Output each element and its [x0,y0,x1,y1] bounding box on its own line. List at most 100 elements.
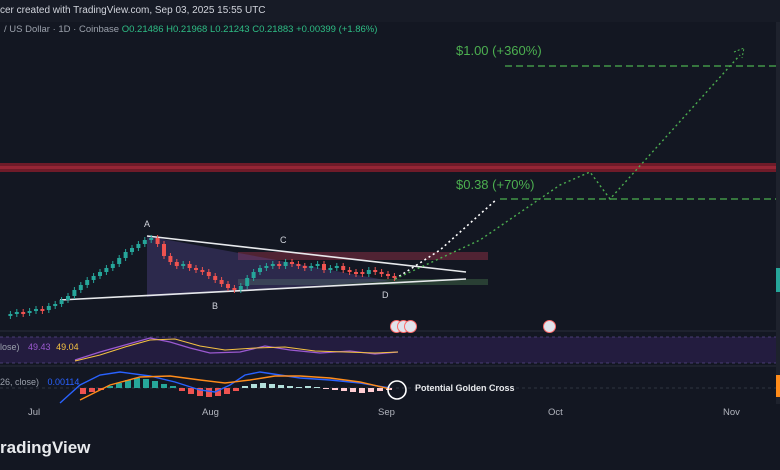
candle-body [34,309,38,311]
candle-body [72,290,77,296]
candle-body [322,264,326,270]
rsi-label[interactable]: lose) 49.43 49.04 [0,342,79,352]
candle-body [245,278,250,286]
change-value: +0.00399 (+1.86%) [296,24,378,35]
close-value: C0.21883 [252,24,294,35]
supply-zone [238,252,488,260]
candle-body [91,276,96,280]
candle-body [226,284,230,288]
candle-body [328,268,333,270]
candle-body [27,311,32,313]
macd-histogram-bar [350,388,356,392]
price-chart-canvas[interactable] [0,0,780,404]
macd-histogram-bar [332,388,338,390]
candle-body [296,264,301,266]
macd-histogram-bar [134,378,140,388]
macd-label[interactable]: 26, close) 0.00114 [0,377,79,387]
candle-body [386,274,390,276]
candle-body [354,272,358,274]
candle-body [309,266,314,268]
footer-bar [0,422,780,470]
candle-body [130,248,134,252]
candle-body [66,296,70,300]
target-mid-label: $0.38 (+70%) [456,177,535,192]
rsi-value: 49.43 [28,342,51,352]
rsi-name: lose) [0,342,20,352]
macd-histogram-bar [377,388,383,391]
macd-histogram-bar [251,384,257,388]
candle-body [162,244,166,256]
candle-body [117,258,122,264]
macd-histogram-bar [296,387,302,388]
symbol-name[interactable]: / US Dollar · 1D · Coinbase [4,24,120,35]
macd-histogram-bar [242,386,248,388]
x-tick-nov: Nov [723,407,740,418]
candle-body [46,306,51,310]
macd-line [59,371,391,404]
x-tick-aug: Aug [202,407,219,418]
low-value: L0.21243 [209,24,250,35]
high-value: H0.21968 [166,24,208,35]
macd-histogram-bar [305,386,311,388]
macd-histogram-bar [188,388,194,394]
candle-body [315,264,320,266]
candle-body [264,266,269,268]
candle-body [379,272,384,274]
macd-scale-marker [776,375,780,397]
symbol-legend[interactable]: / US Dollar · 1D · Coinbase O0.21486 H0.… [4,24,377,35]
macd-histogram-bar [107,386,113,388]
point-a-label: A [144,219,151,229]
economic-event-icon[interactable] [543,320,556,333]
candle-body [14,312,19,314]
candle-body [232,288,237,290]
price-scale[interactable] [776,22,780,404]
economic-event-icon[interactable] [404,320,417,333]
time-axis[interactable]: Jul Aug Sep Oct Nov [0,404,780,422]
x-tick-sep: Sep [378,407,395,418]
triangle-lower-line [59,278,467,301]
macd-histogram-bar [341,388,347,391]
candle-body [334,266,339,268]
macd-histogram-bar [116,383,122,388]
rsi-pane-band [0,337,780,363]
candle-body [21,312,26,314]
macd-histogram-bar [359,388,365,393]
x-tick-jul: Jul [28,407,41,418]
candle-body [85,280,90,285]
candle-body [187,264,192,268]
candle-body [53,304,58,306]
chart-header-bar: cer created with TradingView.com, Sep 03… [0,0,780,22]
candlestick-series [8,235,397,319]
macd-histogram-bar [152,381,158,388]
macd-signal-line [79,375,391,401]
candle-body [8,314,13,316]
macd-name: 26, close) [0,377,40,387]
candle-body [181,264,186,266]
rsi-ma-line [74,338,399,362]
macd-histogram-bar [260,383,266,388]
macd-histogram-bar [224,388,230,394]
candle-body [251,272,256,278]
candle-body [341,266,346,270]
macd-histogram-bar [269,384,275,388]
triangle-fill [147,236,390,297]
chart-created-text: cer created with TradingView.com, Sep 03… [0,5,266,16]
candle-body [110,264,115,268]
triangle-upper-line [146,235,467,273]
candle-body [290,262,294,264]
candle-body [373,270,378,272]
macd-histogram-bar [197,388,203,396]
macd-histogram-bar [206,388,212,397]
tradingview-logo[interactable]: radingView [0,438,91,457]
candle-body [194,268,198,270]
candle-body [59,300,64,304]
macd-histogram-bar [143,379,149,388]
demand-zone [238,279,488,285]
x-tick-oct: Oct [548,407,563,418]
candle-body [366,270,371,274]
target-high-label: $1.00 (+360%) [456,43,542,58]
macd-histogram [80,378,392,397]
resistance-band-core [0,166,780,169]
macd-histogram-bar [215,388,221,396]
candle-body [155,238,160,244]
